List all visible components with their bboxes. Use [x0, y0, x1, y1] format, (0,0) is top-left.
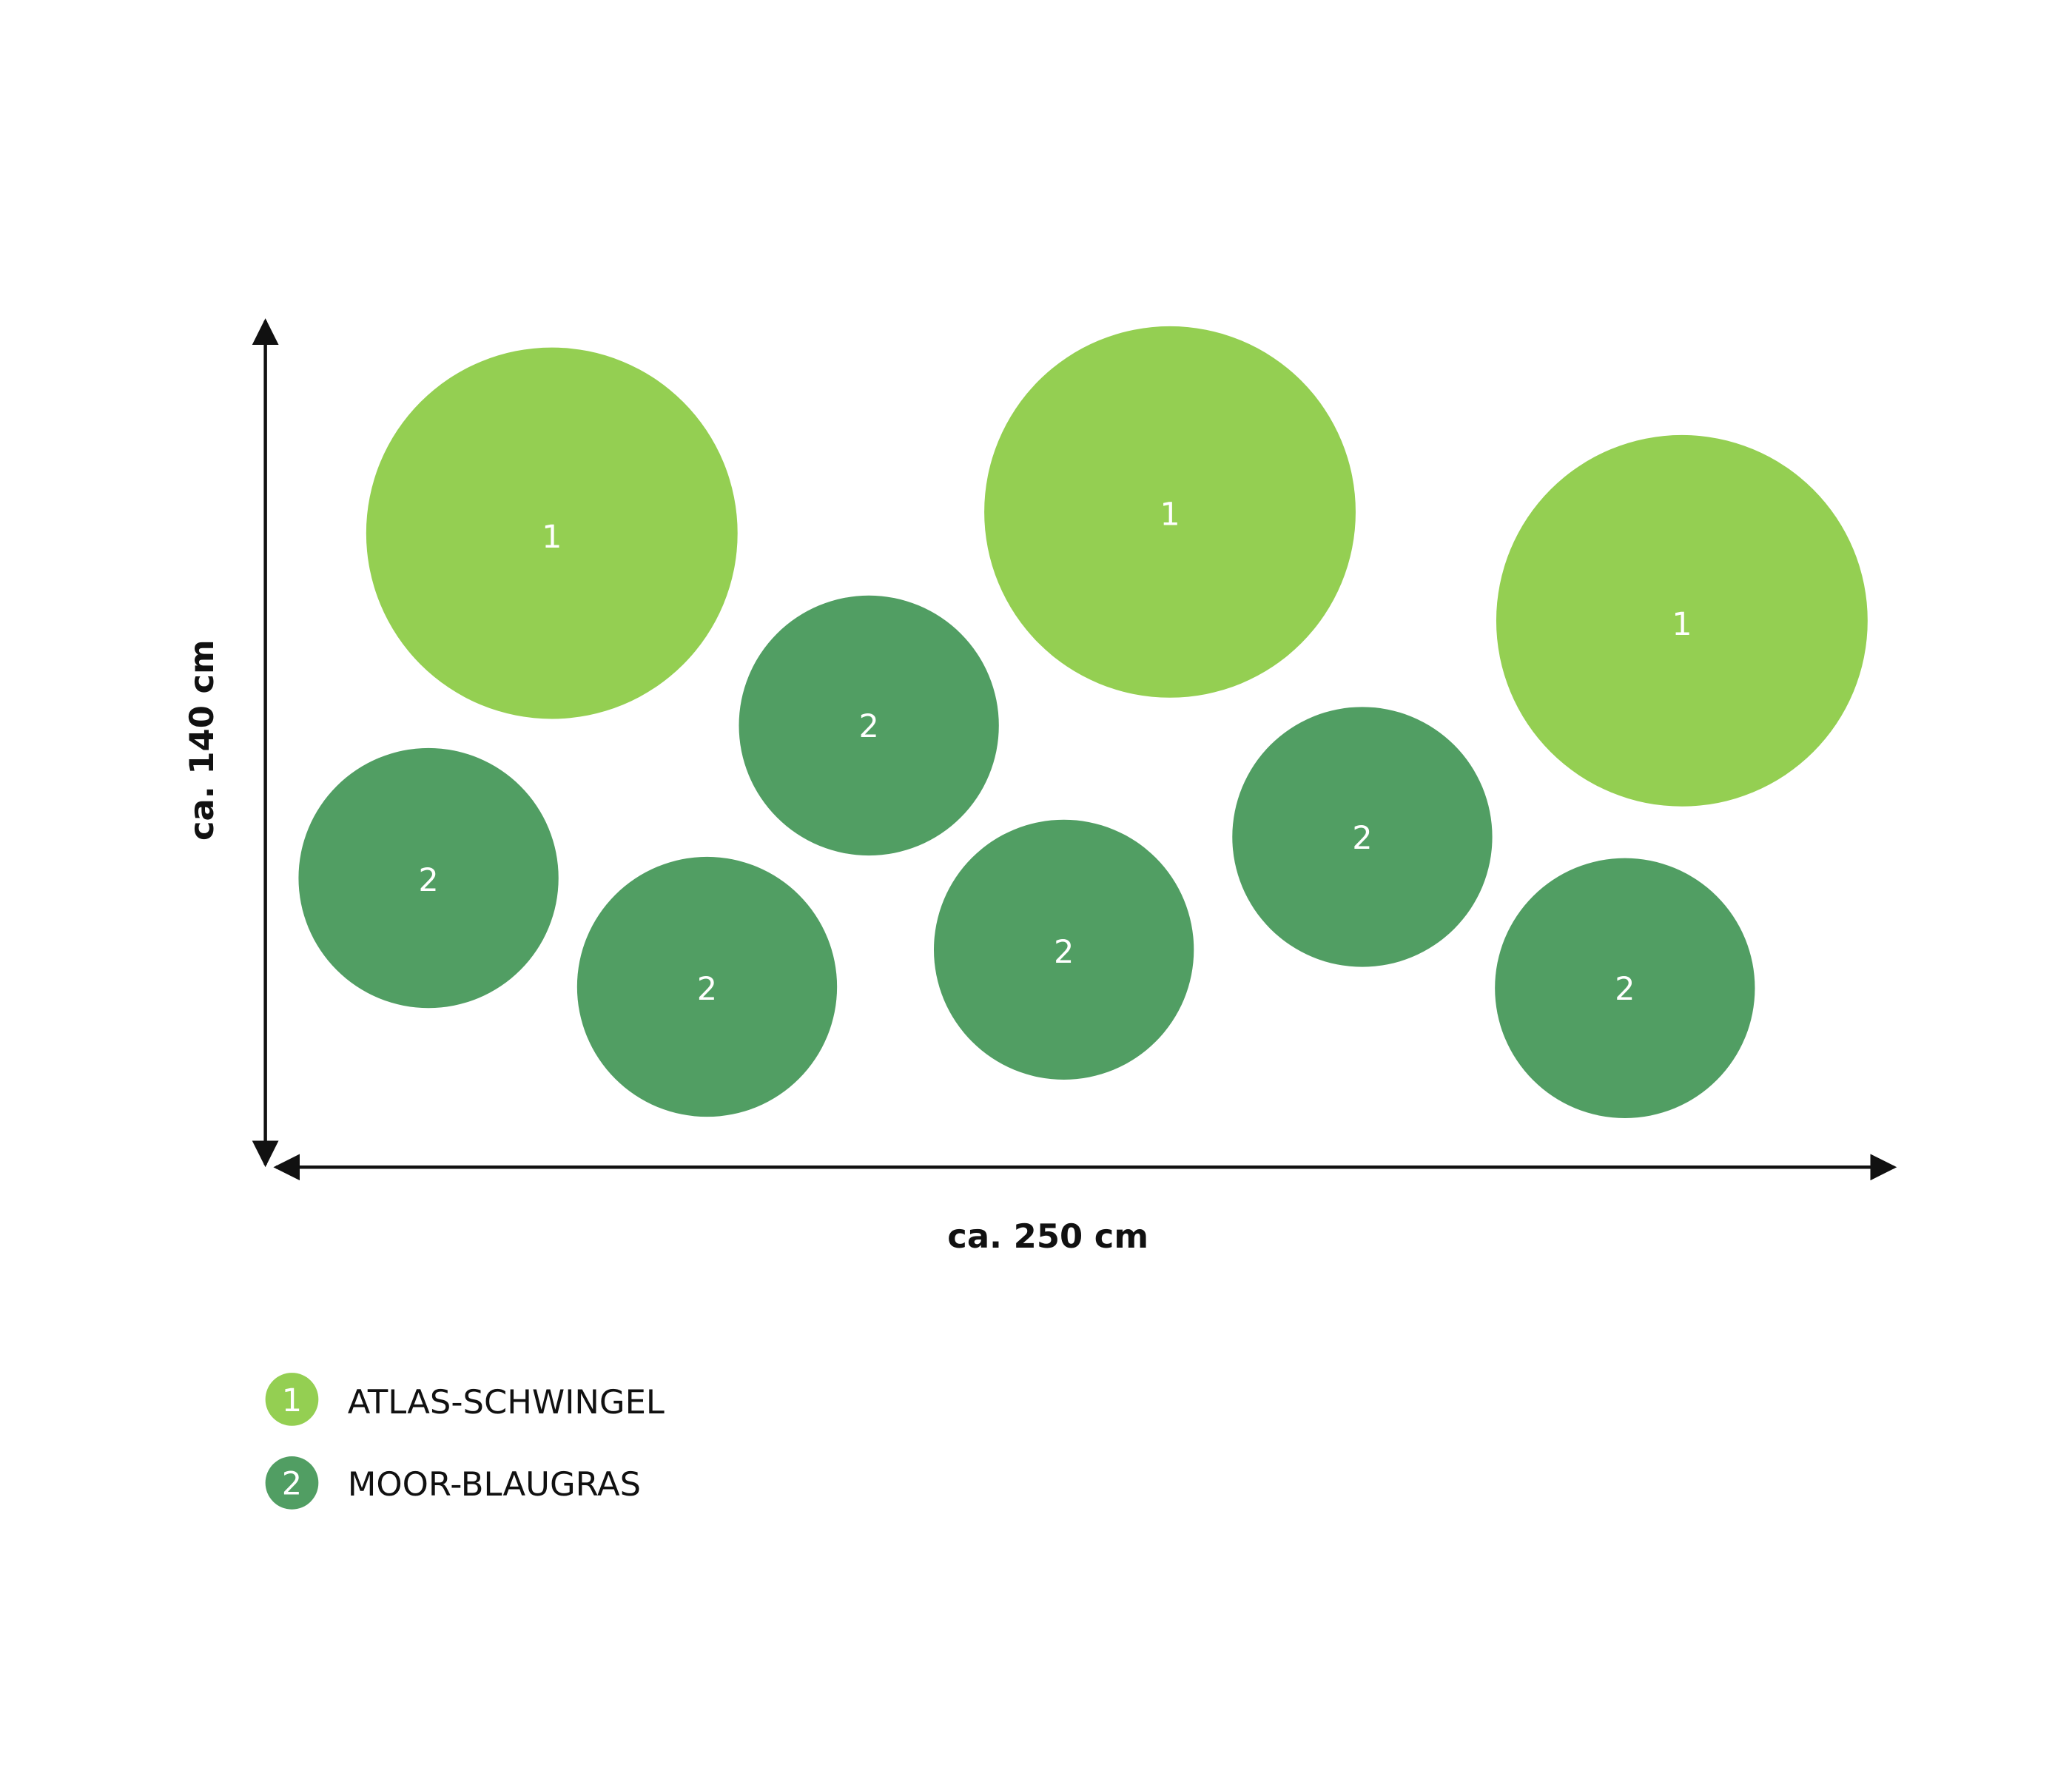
legend-swatch [265, 1373, 319, 1426]
legend-key: 1 [282, 1382, 302, 1419]
plant-circle [739, 595, 999, 856]
legend-name: MOOR-BLAUGRAS [348, 1464, 641, 1504]
plant: 2 [576, 856, 838, 1117]
plant-number: 2 [858, 708, 878, 745]
plant-number: 1 [1672, 606, 1692, 643]
plant-circle [984, 326, 1356, 698]
plant-circle [1495, 858, 1755, 1118]
plant: 2 [933, 819, 1194, 1080]
plant-number: 1 [1160, 496, 1180, 533]
plant-number: 2 [1615, 971, 1635, 1008]
legend-key: 2 [282, 1466, 302, 1503]
plant: 1 [366, 347, 738, 719]
plant-number: 1 [542, 519, 562, 556]
plant-circle [366, 347, 738, 719]
plant-circle [1496, 434, 1868, 807]
plant: 2 [1232, 707, 1493, 967]
plant: 1 [984, 326, 1356, 698]
legend-swatch [265, 1456, 319, 1510]
plant-number: 2 [697, 971, 717, 1008]
plant-circle [298, 747, 559, 1009]
plant: 1 [1496, 434, 1868, 807]
plant-number: 2 [418, 862, 438, 899]
plant: 2 [298, 747, 559, 1009]
width-label: ca. 250 cm [947, 1217, 1148, 1256]
legend-item: 2 MOOR-BLAUGRAS [265, 1456, 641, 1510]
legend-name: ATLAS-SCHWINGEL [348, 1382, 665, 1422]
plant-number: 2 [1352, 820, 1372, 857]
plant-circle [933, 819, 1194, 1080]
plant: 2 [1495, 858, 1755, 1118]
plant-circle [576, 856, 838, 1117]
plant-circle [1232, 707, 1493, 967]
plant: 2 [739, 595, 999, 856]
plant-number: 2 [1054, 934, 1074, 971]
legend-item: 1 ATLAS-SCHWINGEL [265, 1373, 665, 1426]
height-label: ca. 140 cm [182, 639, 221, 841]
